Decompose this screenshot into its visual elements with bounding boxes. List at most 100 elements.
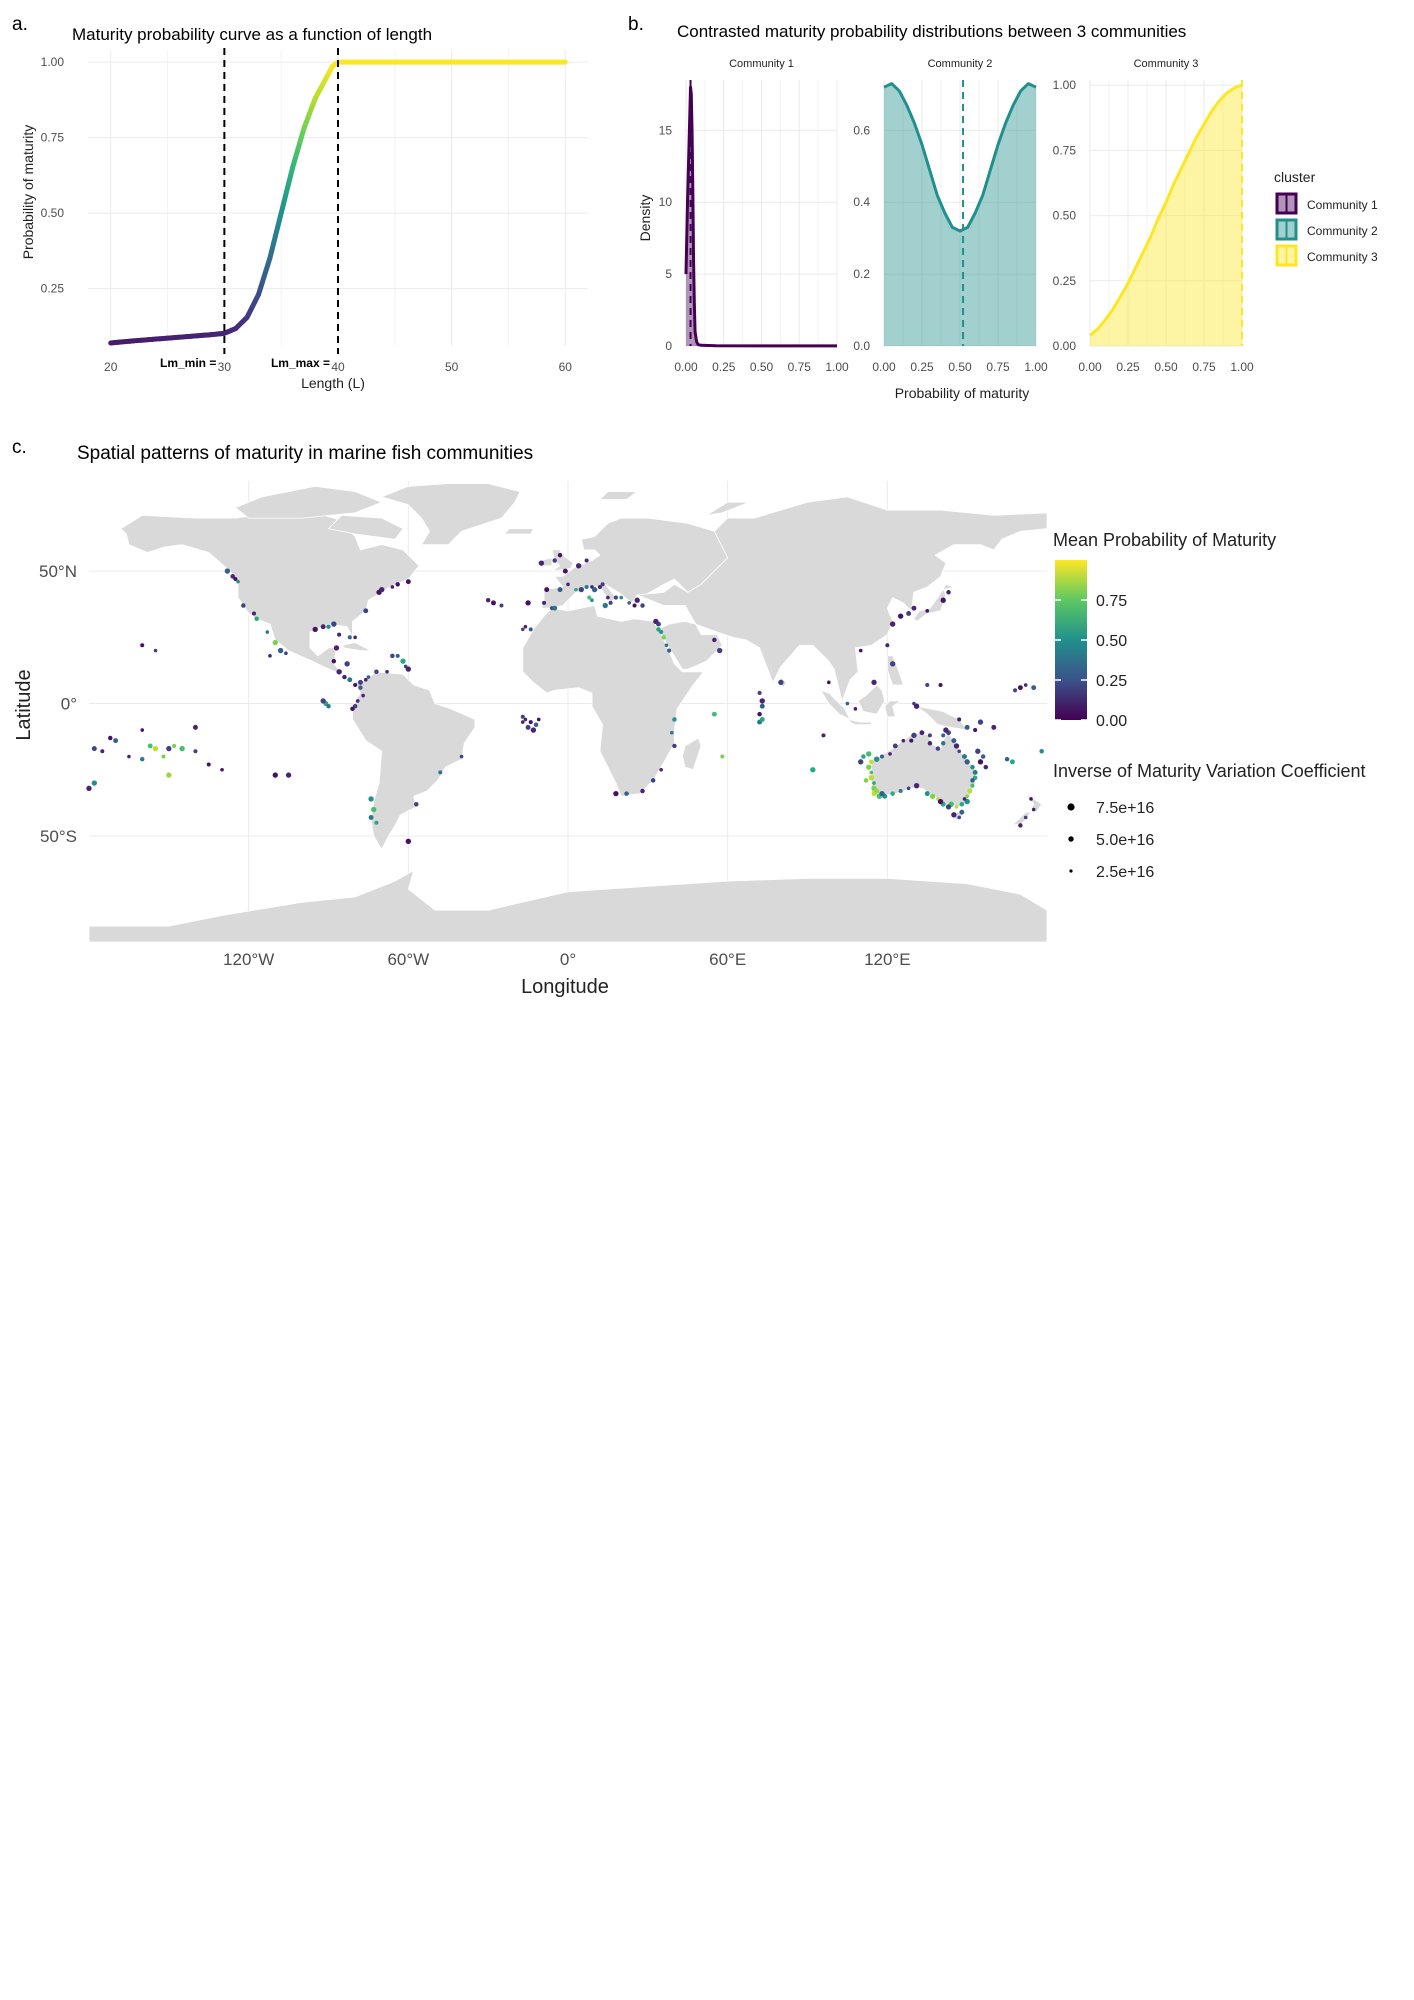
site-point — [366, 675, 371, 679]
site-point — [962, 754, 967, 760]
land-java — [847, 719, 872, 726]
site-point — [358, 685, 363, 690]
facet-x-tick: 0.00 — [1078, 360, 1102, 374]
map-y-tick: 50°N — [39, 562, 77, 581]
site-point — [889, 661, 896, 667]
site-point — [868, 775, 875, 781]
color-legend-title: Mean Probability of Maturity — [1053, 530, 1276, 550]
site-point — [525, 724, 531, 730]
panel-c: c. Spatial patterns of maturity in marin… — [12, 437, 1365, 998]
site-point — [127, 754, 131, 759]
site-point — [379, 586, 385, 593]
site-point — [584, 584, 589, 589]
land-antarctica — [88, 870, 1048, 943]
site-point — [935, 746, 941, 751]
site-point — [590, 598, 594, 603]
site-point — [624, 791, 629, 796]
site-point — [357, 679, 363, 685]
site-point — [552, 605, 558, 611]
site-point — [938, 682, 943, 688]
panel-a-x-tick: 50 — [445, 360, 459, 374]
site-point — [528, 720, 533, 725]
site-point — [390, 585, 395, 589]
site-point — [613, 595, 618, 600]
site-point — [778, 679, 784, 686]
panel-a-x-tick: 60 — [559, 360, 573, 374]
legend-key-community-2: Community 2 — [1275, 218, 1378, 241]
site-point — [954, 805, 959, 809]
site-point — [937, 798, 944, 805]
site-point — [353, 635, 357, 640]
site-point — [924, 791, 930, 797]
site-point — [759, 716, 765, 722]
color-legend-tick: 0.00 — [1096, 713, 1127, 730]
site-point — [193, 749, 198, 754]
site-point — [536, 717, 541, 722]
land-svalbard — [599, 491, 638, 500]
site-point — [523, 624, 528, 629]
site-point — [964, 759, 970, 765]
site-point — [361, 693, 365, 698]
site-point — [347, 677, 353, 683]
site-point — [919, 730, 925, 736]
site-point — [166, 772, 172, 778]
facet-1: Community 1 0.00 0.25 0.50 0.75 1.00 0 5 10 15 — [659, 58, 849, 374]
legend-key-community-3: Community 3 — [1275, 244, 1378, 267]
site-point — [363, 608, 369, 614]
site-point — [206, 762, 211, 767]
site-point — [542, 600, 547, 605]
site-point — [390, 653, 395, 659]
site-point — [371, 806, 377, 813]
site-point — [925, 609, 930, 613]
site-point — [890, 791, 895, 796]
site-point — [943, 727, 949, 733]
site-point — [251, 611, 257, 616]
site-point — [1039, 749, 1044, 754]
site-point — [957, 815, 961, 820]
facet-x-tick: 0.50 — [948, 360, 972, 374]
density-line — [1089, 83, 1243, 337]
site-point — [166, 745, 172, 752]
land-borneo — [857, 684, 886, 715]
site-point — [525, 600, 531, 606]
panel-b-x-label: Probability of maturity — [895, 385, 1030, 401]
site-point — [272, 772, 278, 778]
panel-c-tag: c. — [12, 437, 27, 458]
site-point — [885, 643, 890, 648]
site-point — [161, 754, 166, 759]
site-point — [879, 754, 885, 759]
site-point — [826, 680, 831, 685]
site-point — [233, 577, 238, 582]
site-point — [1029, 797, 1033, 801]
site-point — [925, 682, 930, 688]
site-point — [929, 793, 936, 799]
site-point — [544, 587, 550, 593]
site-point — [587, 595, 592, 600]
site-point — [720, 754, 725, 759]
site-point — [991, 724, 997, 730]
site-point — [911, 732, 917, 739]
map-x-label: Longitude — [521, 976, 609, 998]
site-point — [336, 669, 342, 675]
site-point — [653, 618, 659, 625]
facet-x-tick: 1.00 — [825, 360, 849, 374]
facet-strip-label: Community 3 — [1134, 58, 1199, 70]
site-point — [608, 600, 613, 605]
land-arabia — [658, 621, 723, 670]
site-point — [584, 558, 589, 563]
facet-y-tick: 0.75 — [1053, 143, 1077, 157]
site-point — [91, 780, 98, 786]
facet-x-tick: 1.00 — [1230, 360, 1254, 374]
facet-y-tick: 0.0 — [853, 339, 870, 353]
site-point — [632, 603, 637, 608]
map-x-tick: 60°E — [709, 950, 746, 969]
site-point — [272, 639, 278, 646]
site-point — [395, 653, 400, 658]
facet-y-tick: 15 — [659, 123, 673, 137]
panel-a-y-label: Probability of maturity — [20, 125, 36, 260]
facet-x-tick: 0.25 — [1116, 360, 1140, 374]
lm-threshold-label: Lm_max = — [271, 356, 330, 370]
land-asia — [636, 496, 1048, 702]
site-point — [147, 743, 153, 749]
